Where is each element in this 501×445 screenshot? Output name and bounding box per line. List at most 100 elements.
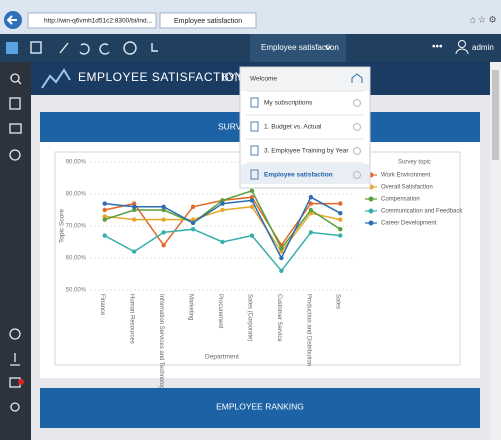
- scroll-thumb[interactable]: [492, 70, 499, 160]
- y-tick-label: 90.00%: [66, 160, 87, 166]
- data-point[interactable]: [161, 230, 166, 235]
- data-point[interactable]: [220, 239, 225, 245]
- legend-label[interactable]: Overall Satisfaction: [381, 185, 433, 191]
- data-point[interactable]: [131, 207, 137, 213]
- report-icon: [250, 121, 259, 132]
- header-logo: [41, 68, 71, 89]
- data-point[interactable]: [338, 217, 343, 222]
- data-point[interactable]: [279, 255, 284, 261]
- data-point[interactable]: [102, 217, 107, 222]
- scrollbar[interactable]: [490, 62, 501, 440]
- x-axis-label: Department: [205, 354, 239, 361]
- home-icon[interactable]: [351, 73, 363, 83]
- sidebar: [0, 62, 31, 440]
- data-point[interactable]: [249, 188, 255, 193]
- user-icon-body: [455, 48, 469, 55]
- user-icon[interactable]: [458, 40, 466, 48]
- data-point[interactable]: [131, 249, 137, 254]
- x-tick-label: Finance: [99, 294, 105, 316]
- x-tick-label: Marketing: [187, 294, 193, 320]
- remove-icon[interactable]: [353, 123, 361, 131]
- y-axis-label: Topic Score: [59, 209, 66, 243]
- data-point[interactable]: [102, 207, 107, 213]
- legend-label[interactable]: Work Environment: [381, 173, 431, 179]
- x-tick-label: Sales (Corporate): [246, 294, 252, 341]
- data-point[interactable]: [131, 204, 137, 209]
- data-point[interactable]: [131, 201, 137, 206]
- remove-icon[interactable]: [353, 99, 361, 107]
- section-title: SURVE: [218, 121, 247, 131]
- report-title: Employee satisfaction: [261, 43, 339, 52]
- menu-item-bg: [241, 68, 369, 91]
- toolbar-icons: [30, 41, 158, 55]
- legend-title: Survey topic: [398, 160, 431, 166]
- user-name[interactable]: admin: [472, 43, 494, 52]
- data-point[interactable]: [279, 246, 284, 251]
- remove-icon[interactable]: [353, 171, 361, 179]
- x-tick-label: Human Resources: [129, 294, 135, 344]
- data-point[interactable]: [102, 233, 107, 238]
- menu-item[interactable]: 1. Budget vs. Actual: [264, 124, 322, 131]
- data-point[interactable]: [190, 204, 196, 209]
- data-point[interactable]: [161, 207, 166, 213]
- data-point[interactable]: [249, 233, 255, 238]
- legend-label[interactable]: Compensation: [381, 197, 420, 203]
- data-point[interactable]: [161, 204, 166, 209]
- menu-items: Welcome My subscriptions 1. Budget vs. Act…: [241, 68, 369, 184]
- data-point[interactable]: [190, 227, 196, 232]
- data-point[interactable]: [190, 220, 196, 225]
- data-point[interactable]: [249, 204, 255, 209]
- data-point[interactable]: [161, 217, 166, 222]
- menu-item[interactable]: Employee satisfaction: [264, 172, 333, 179]
- data-point[interactable]: [220, 207, 225, 213]
- menu-item[interactable]: My subscriptions: [264, 100, 313, 107]
- report-icon: [250, 97, 259, 108]
- browser-icons[interactable]: ⌂ ☆ ⚙: [470, 14, 497, 24]
- x-tick-label: Information Services and Technology: [158, 294, 164, 392]
- address-bar[interactable]: [27, 12, 157, 29]
- data-point[interactable]: [102, 201, 107, 206]
- report-icon: [250, 169, 259, 180]
- remove-icon[interactable]: [353, 147, 361, 155]
- data-point[interactable]: [249, 198, 255, 203]
- header-subtitle: BY D: [222, 73, 245, 84]
- url: http://win-q6vmh1d51c2:8300/bi/ind...: [44, 18, 152, 25]
- data-point[interactable]: [308, 207, 314, 213]
- data-point[interactable]: [338, 233, 343, 238]
- dropdown-caret: [324, 45, 332, 50]
- data-point[interactable]: [338, 201, 343, 206]
- x-tick-label: Customer Service: [276, 294, 282, 342]
- menu-item-bg: [241, 164, 369, 184]
- menu-item[interactable]: 3. Employee Training by Year: [264, 148, 349, 155]
- data-point[interactable]: [131, 217, 137, 222]
- y-tick-label: 70.00%: [66, 224, 87, 230]
- y-tick-label: 80.00%: [66, 192, 87, 198]
- legend-label[interactable]: Communication and Feedback: [381, 209, 463, 215]
- tab[interactable]: [159, 12, 257, 29]
- data-point[interactable]: [338, 227, 343, 232]
- data-point[interactable]: [308, 230, 314, 235]
- data-point[interactable]: [102, 214, 107, 219]
- sidebar-icons[interactable]: [9, 73, 22, 412]
- data-point[interactable]: [338, 211, 343, 216]
- x-tick-label: Sales: [335, 294, 341, 309]
- data-point[interactable]: [220, 198, 225, 203]
- data-point[interactable]: [308, 195, 314, 200]
- back-arrow: [6, 15, 17, 25]
- data-point[interactable]: [279, 249, 284, 254]
- data-point[interactable]: [279, 268, 284, 273]
- report-dropdown[interactable]: [250, 34, 346, 62]
- legend-label[interactable]: Career Development: [381, 221, 437, 227]
- ranking-title: EMPLOYEE RANKING: [216, 401, 304, 411]
- data-point[interactable]: [190, 217, 196, 222]
- menu-item[interactable]: Welcome: [250, 76, 277, 83]
- notification-badge: [18, 379, 24, 385]
- x-tick-label: Production and Distribution: [305, 294, 311, 366]
- data-point[interactable]: [161, 243, 166, 248]
- more-menu[interactable]: •••: [432, 42, 443, 53]
- data-point[interactable]: [249, 195, 255, 200]
- app-logo[interactable]: [6, 42, 18, 54]
- data-point[interactable]: [220, 201, 225, 206]
- data-point[interactable]: [308, 201, 314, 206]
